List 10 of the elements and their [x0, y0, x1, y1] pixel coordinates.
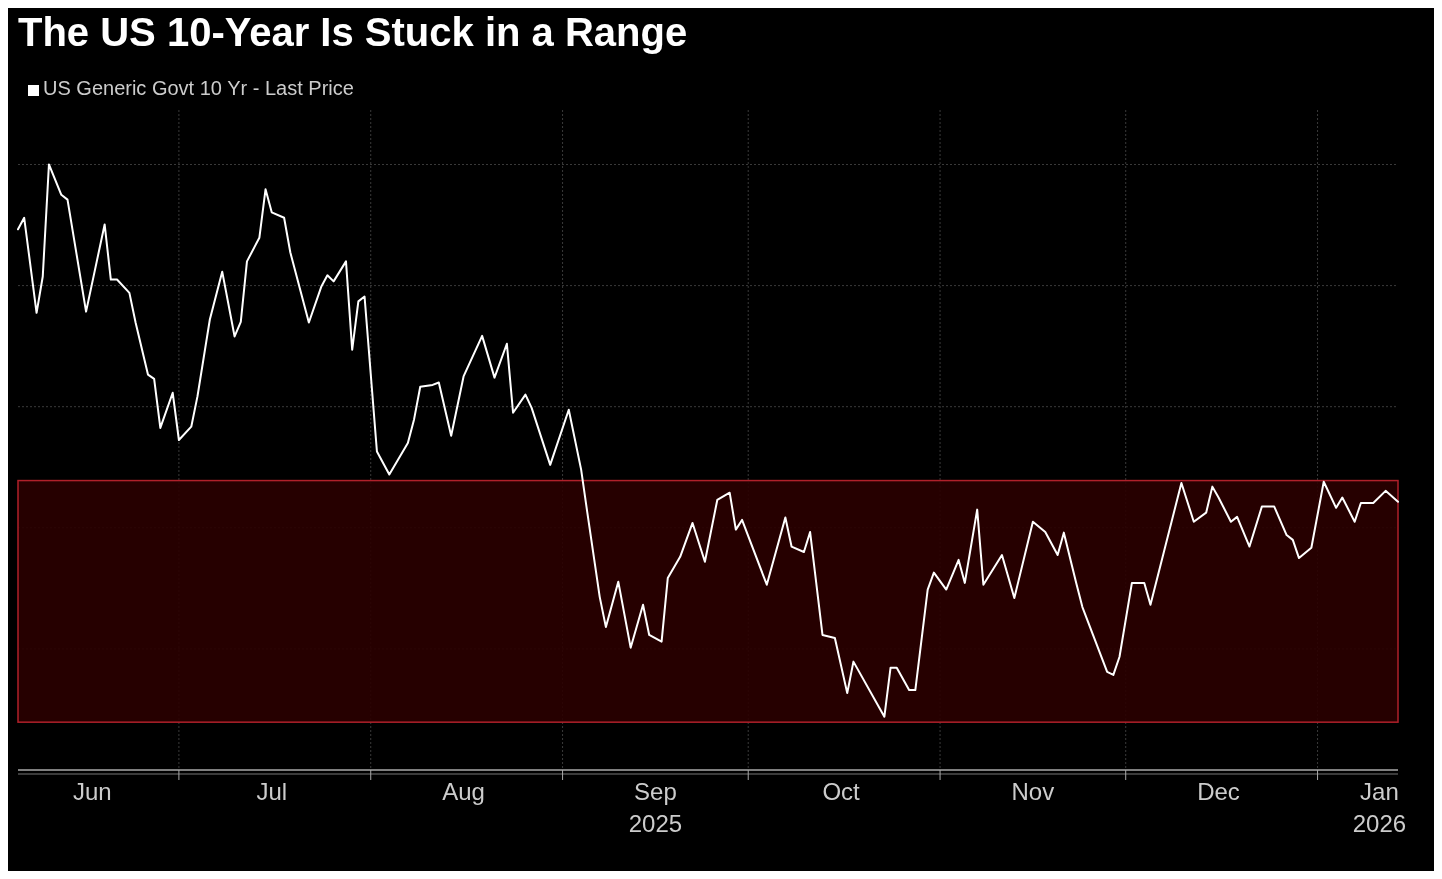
- x-tick-label: Nov: [1011, 778, 1055, 805]
- x-tick-label: Sep 2025: [628, 778, 683, 837]
- x-tick-label: Oct: [822, 778, 861, 805]
- x-tick-label: Jul: [256, 778, 288, 805]
- chart-title: The US 10-Year Is Stuck in a Range: [18, 10, 688, 54]
- x-tick-label: Jun: [72, 778, 112, 805]
- x-tick-label: Jan 2026: [1352, 778, 1407, 837]
- x-tick-label: Aug: [442, 778, 485, 805]
- x-tick-label: Dec: [1197, 778, 1240, 805]
- legend-label: US Generic Govt 10 Yr - Last Price: [43, 77, 354, 99]
